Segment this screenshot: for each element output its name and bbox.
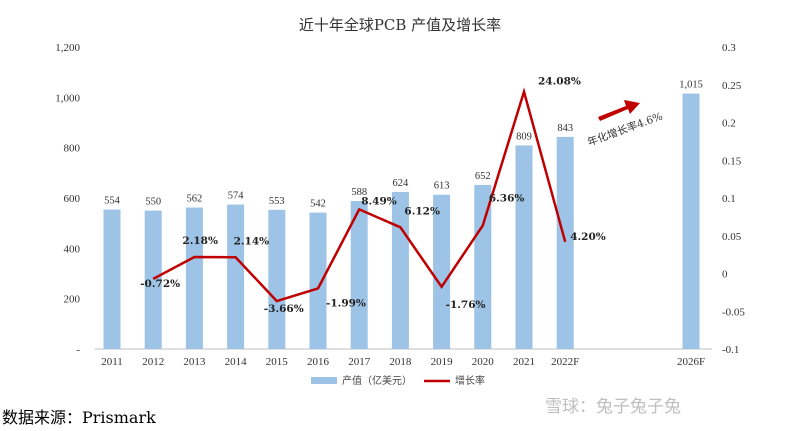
rate-value-label: -0.72%	[140, 278, 180, 290]
x-axis-ticks: 2011 2012 2013 2014 2015 2016 2017 2018 2019 2020…	[101, 356, 705, 368]
bar-value-label: 652	[475, 171, 491, 182]
left-tick-label: 600	[64, 193, 81, 205]
bar-value-label: 613	[434, 181, 450, 192]
left-tick-label: 200	[64, 294, 81, 306]
bar-value-label: 542	[310, 199, 326, 210]
source-text: 数据来源：Prismark	[2, 408, 156, 427]
right-tick-label: 0.1	[722, 193, 736, 205]
bar-value-label: 553	[269, 196, 285, 207]
rate-value-label: 2.18%	[182, 235, 218, 247]
rate-value-label: -1.76%	[446, 299, 486, 311]
bar-value-label: 624	[393, 178, 410, 189]
growth-rate-line	[152, 87, 567, 303]
left-tick-label: 1,000	[55, 92, 80, 104]
x-tick-label: 2014	[225, 356, 248, 368]
x-tick-label: 2018	[389, 356, 412, 368]
left-tick-label: 800	[64, 143, 81, 155]
bar	[556, 136, 574, 349]
bar-value-label: 574	[228, 191, 245, 202]
bar	[185, 207, 203, 349]
bar-series	[103, 93, 700, 349]
rate-value-label: -3.66%	[264, 303, 304, 315]
x-tick-label: 2019	[431, 356, 454, 368]
right-tick-label: -0.1	[722, 344, 739, 356]
rate-value-label: 4.20%	[570, 231, 606, 243]
right-tick-label: 0.25	[722, 80, 742, 92]
bar	[515, 145, 533, 349]
left-tick-label: 1,200	[55, 42, 80, 54]
x-tick-label: 2021	[513, 356, 535, 368]
left-tick-label: 400	[64, 243, 81, 255]
right-tick-label: -0.05	[722, 306, 745, 318]
bar	[474, 184, 492, 349]
x-tick-label: 2022F	[551, 356, 579, 368]
red-arrow-icon	[598, 100, 640, 121]
legend-swatch-bar	[311, 377, 337, 384]
bar-value-label: 554	[104, 196, 121, 207]
bar-value-label: 843	[557, 123, 573, 134]
bar-value-label: 562	[187, 194, 203, 205]
rate-value-label: -1.99%	[326, 298, 366, 310]
bar	[350, 201, 368, 349]
cagr-annotation: 年化增长率4.6%	[586, 100, 665, 149]
legend: 产值（亿美元） 增长率	[311, 374, 485, 387]
right-tick-label: 0.15	[722, 155, 742, 167]
x-tick-label: 2026F	[677, 356, 705, 368]
bar	[268, 209, 286, 349]
bar-value-label: 588	[351, 187, 367, 198]
bar-value-label: 550	[145, 197, 161, 208]
bar	[227, 204, 245, 349]
watermark: 雪球：兔子兔子兔	[545, 397, 681, 417]
right-tick-label: 0.05	[722, 231, 742, 243]
bar	[144, 210, 162, 349]
rate-value-label: 24.08%	[538, 76, 581, 88]
legend-label-line: 增长率	[455, 374, 485, 387]
chart-title: 近十年全球PCB 产值及增长率	[299, 16, 501, 34]
right-tick-label: 0	[722, 269, 728, 281]
bar	[103, 209, 121, 349]
bar-value-labels: 554 550 562 574 553 542 588 624 613 652 809 843 1,01…	[104, 80, 703, 210]
bar	[309, 212, 327, 349]
rate-value-label: 2.14%	[234, 235, 270, 247]
bar-value-label: 809	[516, 131, 532, 142]
x-tick-label: 2011	[101, 356, 123, 368]
left-axis: - 200 400 600 800 1,000 1,200	[55, 42, 80, 356]
pcb-chart: 近十年全球PCB 产值及增长率 -2004006008001,0001,200 …	[55, 16, 745, 387]
bar	[391, 191, 409, 349]
x-tick-label: 2015	[266, 356, 289, 368]
x-tick-label: 2012	[142, 356, 164, 368]
legend-label-bar: 产值（亿美元）	[342, 374, 412, 387]
right-tick-label: 0.2	[722, 118, 736, 130]
right-tick-label: 0.3	[722, 42, 736, 54]
bar	[682, 93, 700, 349]
left-tick-label: -	[76, 344, 80, 356]
x-tick-label: 2013	[183, 356, 206, 368]
bar-value-label: 1,015	[679, 80, 703, 91]
x-tick-label: 2017	[348, 356, 371, 368]
rate-value-label: 8.49%	[361, 195, 397, 207]
right-axis: -0.1 -0.05 0 0.05 0.1 0.15 0.2 0.25 0.3	[722, 42, 745, 356]
growth-rate-labels: -0.72% 2.18% 2.14% -3.66% -1.99% 8.49% 6.12% -1…	[140, 76, 606, 315]
rate-value-label: 6.36%	[489, 192, 525, 204]
rate-value-label: 6.12%	[404, 205, 440, 217]
cagr-annotation-text: 年化增长率4.6%	[586, 110, 665, 149]
x-tick-label: 2020	[472, 356, 495, 368]
bar	[433, 194, 451, 349]
x-tick-label: 2016	[307, 356, 330, 368]
